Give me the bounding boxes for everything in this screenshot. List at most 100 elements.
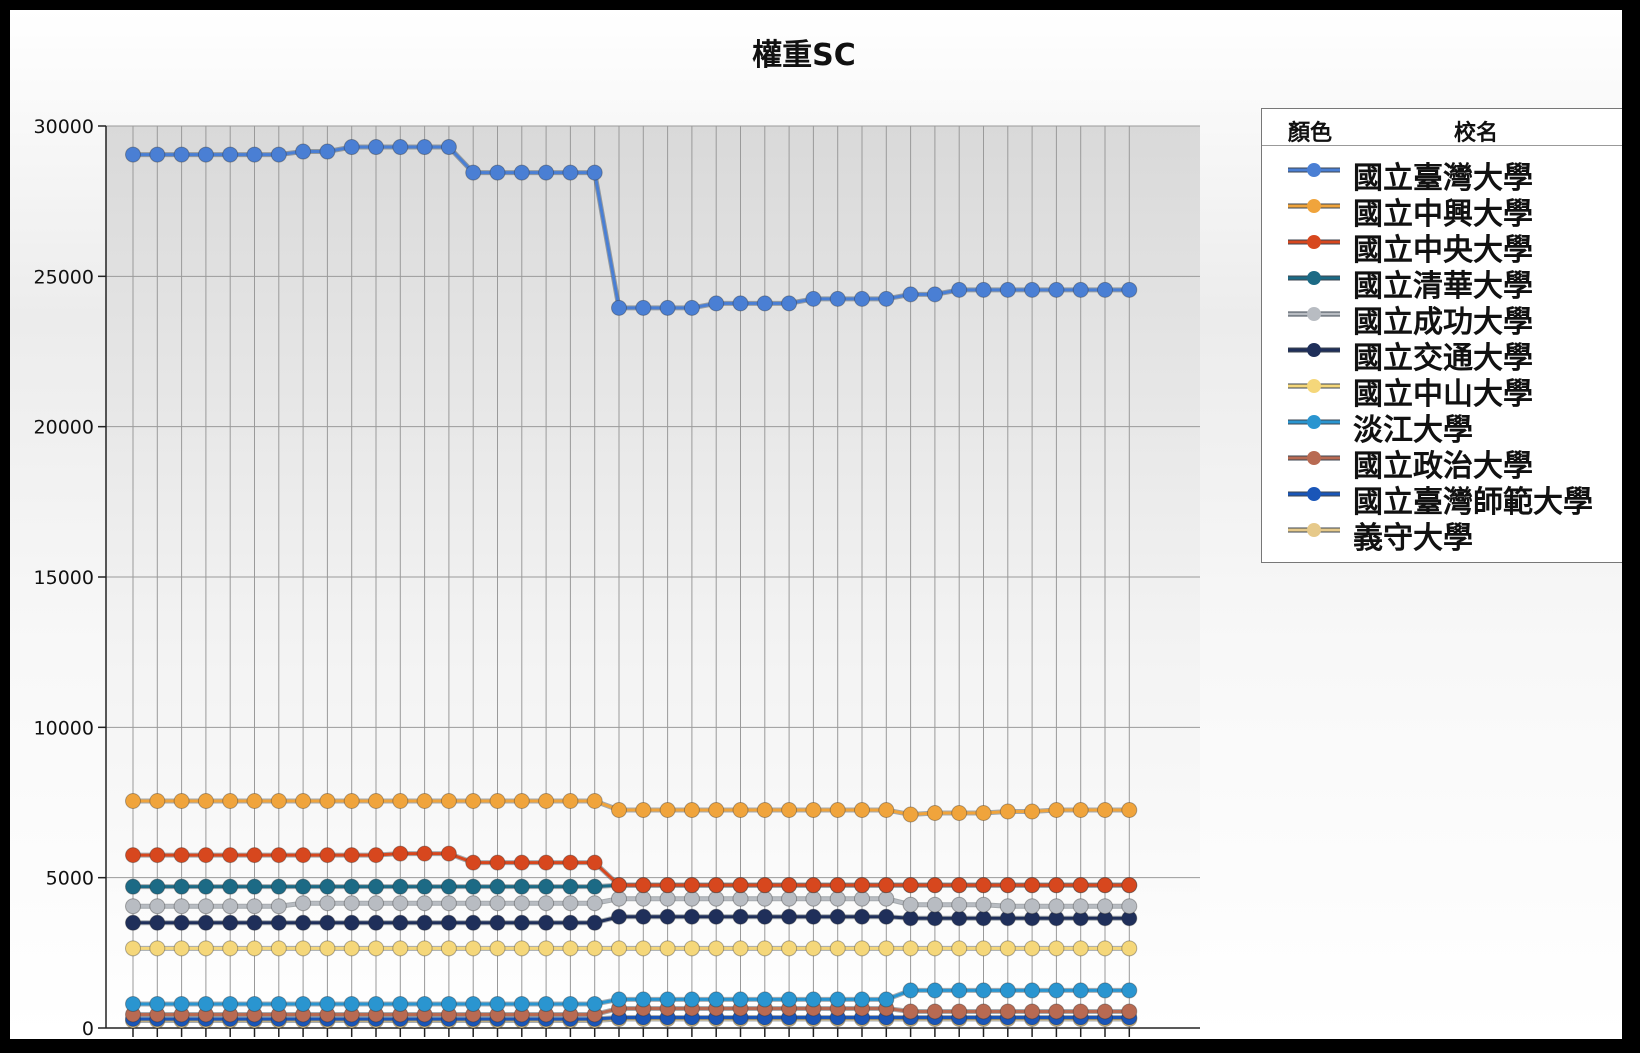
data-point bbox=[149, 792, 166, 809]
data-point bbox=[222, 878, 239, 895]
data-point bbox=[635, 991, 652, 1008]
data-point bbox=[416, 878, 433, 895]
data-point bbox=[270, 898, 287, 915]
legend-label: 國立中央大學 bbox=[1353, 233, 1533, 268]
data-point bbox=[538, 940, 555, 957]
data-point bbox=[805, 802, 822, 819]
data-point bbox=[999, 803, 1016, 820]
data-point bbox=[975, 877, 992, 894]
data-point bbox=[222, 914, 239, 931]
data-point bbox=[902, 286, 919, 303]
data-point bbox=[343, 940, 360, 957]
data-point bbox=[125, 146, 141, 163]
data-point bbox=[440, 940, 457, 957]
data-point bbox=[270, 792, 287, 809]
data-point bbox=[173, 940, 190, 957]
data-point bbox=[635, 877, 652, 894]
y-tick-label: 15000 bbox=[34, 567, 94, 589]
data-point bbox=[513, 854, 530, 871]
data-point bbox=[173, 995, 190, 1012]
data-point bbox=[173, 878, 190, 895]
y-tick-label: 30000 bbox=[34, 116, 94, 138]
series-9 bbox=[125, 1000, 1138, 1023]
data-point bbox=[781, 295, 798, 312]
data-point bbox=[125, 914, 141, 931]
data-point bbox=[465, 940, 482, 957]
data-point bbox=[562, 854, 579, 871]
data-point bbox=[951, 910, 968, 927]
y-tick-label: 10000 bbox=[34, 717, 94, 739]
legend-swatch-marker bbox=[1307, 379, 1321, 393]
data-point bbox=[975, 281, 992, 298]
data-point bbox=[368, 895, 384, 912]
data-point bbox=[440, 914, 457, 931]
data-point bbox=[781, 802, 798, 819]
data-point bbox=[708, 877, 725, 894]
data-point bbox=[246, 847, 263, 864]
legend-swatch-icon bbox=[1288, 523, 1340, 537]
data-point bbox=[295, 878, 312, 895]
data-point bbox=[173, 914, 190, 931]
data-point bbox=[368, 914, 384, 931]
data-point bbox=[926, 896, 943, 913]
data-point bbox=[465, 895, 482, 912]
data-point bbox=[368, 940, 384, 957]
y-tick-label: 5000 bbox=[46, 868, 94, 890]
data-point bbox=[829, 908, 846, 925]
data-point bbox=[319, 143, 336, 160]
data-point bbox=[611, 908, 627, 925]
legend-swatch-marker bbox=[1307, 487, 1321, 501]
data-point bbox=[732, 295, 749, 312]
data-point bbox=[489, 895, 506, 912]
data-point bbox=[489, 914, 506, 931]
data-point bbox=[295, 940, 312, 957]
data-point bbox=[392, 995, 409, 1012]
y-tick-label: 0 bbox=[82, 1018, 94, 1039]
data-point bbox=[659, 908, 676, 925]
data-point bbox=[999, 940, 1016, 957]
data-point bbox=[319, 995, 336, 1012]
data-point bbox=[1097, 1003, 1113, 1020]
data-point bbox=[173, 847, 190, 864]
data-point bbox=[586, 164, 603, 181]
data-point bbox=[562, 895, 579, 912]
data-point bbox=[902, 806, 919, 823]
data-point bbox=[805, 890, 822, 907]
legend-swatch-marker bbox=[1307, 271, 1321, 285]
data-point bbox=[854, 877, 870, 894]
data-point bbox=[465, 878, 482, 895]
data-point bbox=[708, 991, 725, 1008]
data-point bbox=[1097, 802, 1113, 819]
data-point bbox=[683, 991, 700, 1008]
data-point bbox=[659, 802, 676, 819]
data-point bbox=[854, 908, 870, 925]
data-point bbox=[926, 877, 943, 894]
data-point bbox=[829, 991, 846, 1008]
data-point bbox=[926, 910, 943, 927]
data-point bbox=[781, 908, 798, 925]
data-point bbox=[562, 878, 579, 895]
data-point bbox=[1121, 281, 1138, 298]
data-point bbox=[343, 139, 360, 156]
data-point bbox=[197, 995, 214, 1012]
data-point bbox=[197, 847, 214, 864]
legend-label: 國立臺灣師範大學 bbox=[1353, 485, 1593, 520]
data-point bbox=[246, 146, 263, 163]
data-point bbox=[1097, 877, 1113, 894]
data-point bbox=[368, 847, 384, 864]
data-point bbox=[489, 878, 506, 895]
data-point bbox=[222, 940, 239, 957]
data-point bbox=[392, 139, 409, 156]
data-point bbox=[440, 792, 457, 809]
data-point bbox=[781, 991, 798, 1008]
data-point bbox=[513, 792, 530, 809]
data-point bbox=[999, 877, 1016, 894]
data-point bbox=[440, 895, 457, 912]
data-point bbox=[1048, 281, 1065, 298]
legend-item: 國立中興大學 bbox=[1262, 188, 1622, 232]
data-point bbox=[902, 940, 919, 957]
data-point bbox=[854, 290, 870, 307]
legend-label: 國立中興大學 bbox=[1353, 197, 1533, 232]
data-point bbox=[951, 940, 968, 957]
data-point bbox=[222, 995, 239, 1012]
